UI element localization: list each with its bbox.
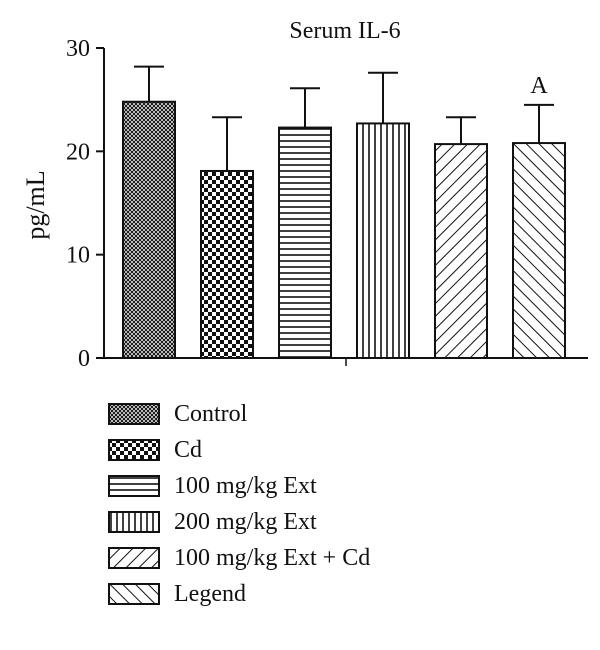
bar-1 [200, 169, 254, 359]
legend-item: Legend [108, 576, 370, 612]
legend-label: 200 mg/kg Ext [174, 509, 317, 535]
legend-label: Control [174, 401, 248, 427]
y-tick-label: 20 [66, 139, 90, 165]
legend: Control Cd 100 mg/kg Ext 200 mg/kg Ext 100 m… [108, 396, 370, 612]
bar-2 [278, 126, 332, 359]
legend-item: Control [108, 396, 370, 432]
y-tick-label: 30 [66, 36, 90, 62]
legend-label: Cd [174, 437, 203, 463]
legend-swatch [108, 439, 160, 461]
legend-swatch [108, 403, 160, 425]
chart-title: Serum IL-6 [289, 18, 400, 44]
legend-item: 200 mg/kg Ext [108, 504, 370, 540]
y-tick-label: 10 [66, 243, 90, 269]
legend-label: Legend [174, 581, 246, 607]
bar-4 [434, 143, 488, 359]
bar-3 [356, 122, 410, 359]
legend-label: 100 mg/kg Ext [174, 473, 317, 499]
legend-item: 100 mg/kg Ext [108, 468, 370, 504]
legend-label: 100 mg/kg Ext + Cd [174, 545, 371, 571]
y-tick-label: 0 [78, 346, 90, 372]
legend-swatch [108, 475, 160, 497]
legend-item: 100 mg/kg Ext + Cd [108, 540, 370, 576]
bar-0 [122, 100, 176, 359]
legend-swatch [108, 511, 160, 533]
significance-label: A [530, 73, 548, 99]
legend-swatch [108, 547, 160, 569]
legend-item: Cd [108, 432, 370, 468]
y-axis-label: pg/mL [21, 170, 50, 239]
bar-5 [512, 142, 566, 359]
axes: 0 10 20 30 [66, 36, 588, 372]
legend-swatch [108, 583, 160, 605]
bars: A [122, 65, 566, 359]
bar-chart: Serum IL-6 pg/mL 0 10 20 30 A [21, 18, 588, 372]
